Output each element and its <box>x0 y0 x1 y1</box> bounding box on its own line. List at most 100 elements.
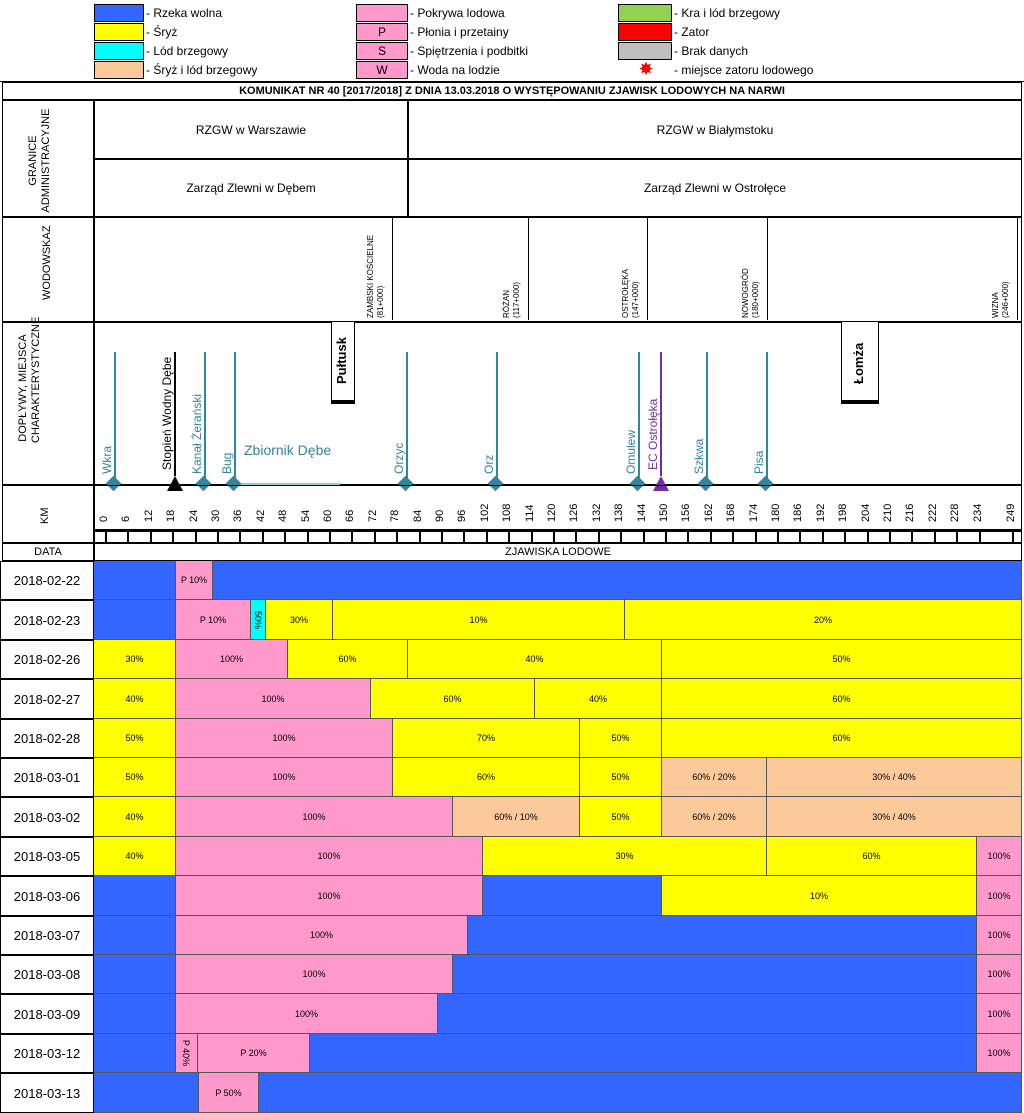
segment-value: 100% <box>987 969 1011 979</box>
segment-value: 50% <box>125 733 144 743</box>
row-date: 2018-02-26 <box>0 640 94 679</box>
km-tick-label-28: 168 <box>725 503 738 522</box>
admin-label-cell: GRANICE ADMINISTRACYJNE <box>2 100 94 217</box>
segment-value: 30% <box>289 614 308 625</box>
km-tick <box>306 531 309 542</box>
km-tick-label-12: 72 <box>366 509 379 522</box>
date-header: DATA <box>2 543 94 561</box>
gauge-line <box>528 218 529 320</box>
gauge-label-3: NOWOGRÓD (180+000) <box>741 268 761 318</box>
phenomenon-segment: 100% <box>977 1034 1022 1073</box>
phenomenon-segment: 70% <box>393 719 580 758</box>
km-tick <box>642 531 645 542</box>
segment-value: 100% <box>317 851 341 861</box>
phenomenon-segment: 60% <box>662 679 1022 719</box>
gauge-name: RÓŻAN <box>502 290 511 318</box>
phenomenon-segment <box>259 1073 1022 1113</box>
segment-value: 50% <box>611 772 630 782</box>
trib-line <box>660 352 662 476</box>
triangle-marker-icon <box>167 476 183 491</box>
km-tick <box>373 531 376 542</box>
gauge-km: (180+000) <box>751 281 760 318</box>
segment-value: 70% <box>476 733 495 743</box>
legend-swatch-10 <box>618 42 672 60</box>
phenomenon-segment: 30% <box>94 640 176 679</box>
km-tick <box>597 531 600 542</box>
phenomenon-segment: 100% <box>176 719 393 758</box>
phenomenon-segment: 100% <box>977 837 1022 876</box>
legend-swatch-1 <box>94 23 144 41</box>
phenomenon-segment: 100% <box>176 640 288 679</box>
segment-value: 60% <box>338 654 357 664</box>
km-tick-label-19: 114 <box>523 504 536 522</box>
trib-line <box>638 352 640 482</box>
gauge-name: ZAMBSKI KOŚCIELNE <box>366 234 375 318</box>
phenomenon-segment: 30% <box>266 600 333 640</box>
km-tick-label-1: 6 <box>120 515 133 522</box>
legend-label-8: - Kra i lód brzegowy <box>674 6 781 20</box>
phenomenon-segment <box>94 1073 199 1113</box>
phenomenon-segment: 40% <box>535 679 662 719</box>
segment-value: 40% <box>588 693 607 704</box>
km-tick-label-23: 138 <box>613 503 626 522</box>
km-tick <box>261 531 264 542</box>
trib-label-6: Orz <box>482 454 496 474</box>
phenomenon-segment: 50% <box>580 758 662 797</box>
row-date: 2018-03-12 <box>0 1034 94 1073</box>
legend-swatch-0 <box>94 4 144 22</box>
km-tick <box>217 531 219 542</box>
row-date: 2018-02-28 <box>0 719 94 758</box>
segment-value: 50% <box>611 733 630 743</box>
phenomenon-segment: 60% <box>662 719 1022 758</box>
phenomenon-segment: 30% <box>483 837 767 876</box>
segment-value: 30% <box>125 654 144 664</box>
gauge-label-4: WIZNA (246+000) <box>991 281 1011 318</box>
gauge-km: (81+000) <box>376 285 385 318</box>
gauge-km: (246+000) <box>1001 281 1010 318</box>
phenomenon-segment: P 40% <box>176 1034 198 1073</box>
gauge-line <box>392 218 393 320</box>
phenomenon-segment: 100% <box>176 797 453 837</box>
row-date: 2018-02-27 <box>0 679 94 719</box>
legend-swatch-9 <box>618 23 672 41</box>
trib-label-7: Omulew <box>624 429 638 474</box>
admin-label: GRANICE ADMINISTRACYJNE <box>27 108 52 213</box>
legend-swatch-2 <box>94 42 144 60</box>
segment-value: P 50% <box>215 1087 242 1098</box>
phenomenon-segment: 100% <box>176 916 468 955</box>
km-tick-label-2: 12 <box>142 509 155 522</box>
km-tick-label-8: 48 <box>277 509 290 522</box>
segment-value: 100% <box>272 733 296 743</box>
km-tick-label-5: 30 <box>210 509 222 522</box>
town-label-1: Łomża <box>851 342 866 384</box>
km-area <box>94 485 1022 543</box>
segment-value: P 10% <box>199 614 227 625</box>
km-tick <box>239 531 242 542</box>
km-tick-label-11: 66 <box>344 509 357 522</box>
segment-value: 50% <box>125 772 144 782</box>
reservoir-label: Zbiornik Dębe <box>244 442 332 458</box>
segment-value: 60% <box>443 693 462 704</box>
legend-label-4: - Pokrywa lodowa <box>410 6 505 20</box>
trib-label-9: Szkwa <box>692 438 706 474</box>
legend-swatch-3 <box>94 61 144 79</box>
km-tick-label-30: 180 <box>770 503 782 522</box>
km-tick-label-29: 174 <box>747 503 760 522</box>
km-tick-label-40: 249 <box>1005 503 1017 522</box>
km-tick <box>485 531 488 542</box>
gauge-label: WODOWSKAZ <box>41 225 53 300</box>
km-tick <box>149 531 152 542</box>
row-date: 2018-02-22 <box>0 561 94 600</box>
row-date: 2018-03-08 <box>0 955 94 994</box>
phenomenon-segment: 30% / 40% <box>767 797 1022 837</box>
km-tick <box>329 531 331 542</box>
segment-value: 100% <box>987 851 1011 861</box>
km-tick-label-38: 228 <box>949 503 962 522</box>
segment-value: 30% / 40% <box>872 811 916 822</box>
phenomenon-segment: 100% <box>176 955 453 994</box>
trib-line <box>406 352 408 482</box>
gauge-area <box>94 217 1022 322</box>
legend-label-1: - Śryż <box>146 25 178 39</box>
phenomenon-segment: 20% <box>625 600 1022 640</box>
km-tick-label-15: 90 <box>434 509 446 522</box>
